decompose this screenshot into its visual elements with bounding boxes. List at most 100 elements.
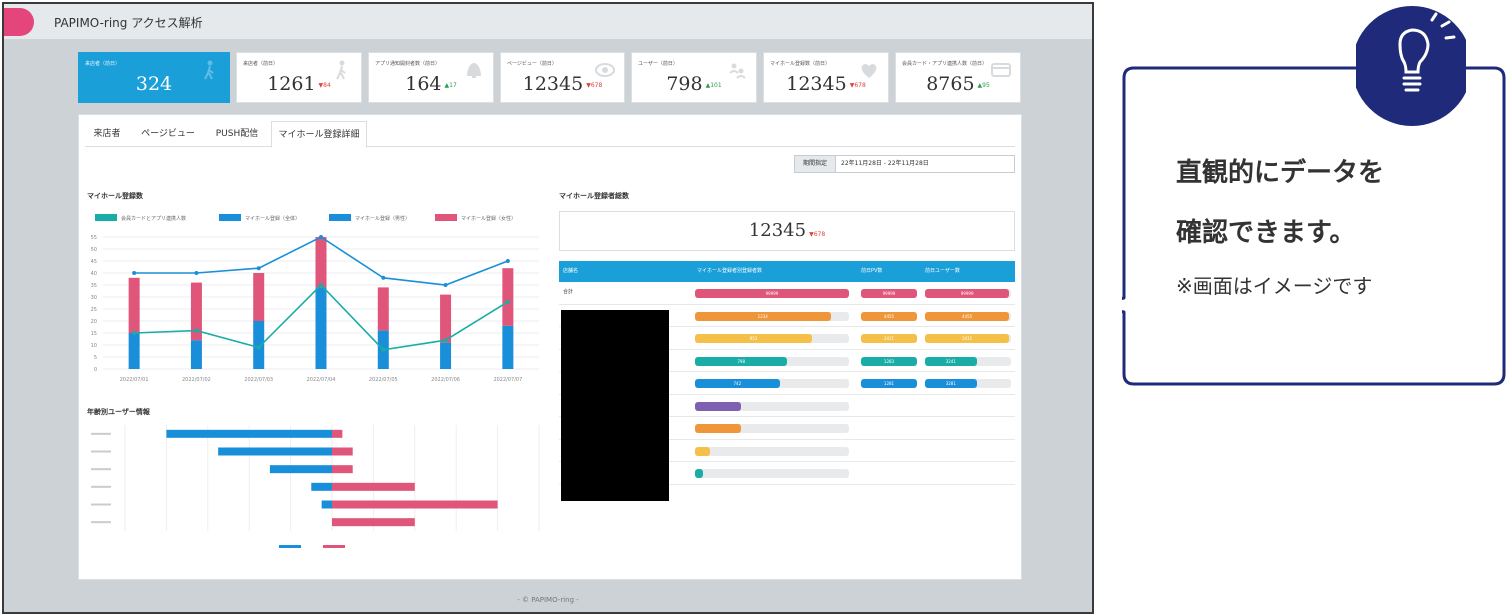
- users-bar: 3411: [925, 334, 1011, 343]
- stat-card[interactable]: 会員カード・アプリ連携人数（前日） 8765 ▲95: [895, 52, 1021, 103]
- callout-bubble: [1122, 66, 1506, 386]
- users-bar: 3241: [925, 356, 1011, 366]
- pv-bar-fill: 1281: [861, 379, 917, 388]
- series-point: [256, 345, 261, 350]
- bar-female: [332, 429, 343, 438]
- bar-female: [377, 287, 389, 331]
- tab-visitors[interactable]: 来店者: [93, 129, 121, 139]
- table-row[interactable]: 953 3411 3411: [559, 327, 1015, 350]
- bar-male: [502, 325, 514, 369]
- stat-card[interactable]: 来店者（前日） 1261 ▼84: [236, 52, 362, 103]
- pv-bar-value: 3411: [883, 336, 895, 341]
- legend-swatch-female: [323, 545, 345, 548]
- registration-bar-value: 742: [733, 381, 742, 386]
- bar-female: [128, 277, 140, 333]
- date-range-input[interactable]: 22年11月28日 - 22年11月28日: [835, 155, 1015, 173]
- pv-bar: 4455: [861, 311, 917, 321]
- main-panel: 来店者 ページビュー PUSH配信 マイホール登録詳細 期間指定 22年11月2…: [78, 114, 1022, 580]
- age-chart: [91, 425, 540, 548]
- stat-card[interactable]: アプリ通知開封者数（前日） 164 ▲17: [368, 52, 494, 103]
- callout-line-1: 直観的にデータを: [1176, 158, 1385, 188]
- stat-card[interactable]: 来店者（前日） 324: [78, 52, 230, 103]
- legend-swatch: [95, 214, 117, 221]
- age-band-label-placeholder: [91, 468, 111, 471]
- stat-diff: ▼678: [849, 81, 866, 89]
- table-row[interactable]: 合計 99999 99999 99999: [559, 282, 1015, 305]
- series-point: [443, 338, 448, 343]
- title-bar: PAPIMO-ring アクセス解析: [4, 4, 1092, 40]
- legend-label: マイホール登録（女性）: [461, 215, 516, 222]
- table-header: 店舗名 マイホール登録者別登録者数 前日PV数 前日ユーザー数: [559, 261, 1015, 282]
- th-pv: 前日PV数: [861, 268, 883, 274]
- age-band-label-placeholder: [91, 432, 111, 435]
- users-bar-value: 3281: [945, 381, 956, 386]
- table-row[interactable]: 798 1283 3241: [559, 350, 1015, 372]
- pv-bar-fill: 1283: [861, 356, 917, 366]
- series-point: [319, 283, 323, 287]
- tab-push[interactable]: PUSH配信: [215, 129, 259, 139]
- stat-card[interactable]: マイホール登録数（前日） 12345 ▼678: [763, 52, 889, 103]
- bar-female: [332, 447, 353, 456]
- pv-bar: 3411: [861, 334, 917, 343]
- total-box: 12345 ▼678: [559, 211, 1015, 251]
- age-chart-title: 年齢別ユーザー情報: [87, 408, 150, 416]
- x-tick-label: 2022/07/07: [493, 377, 522, 383]
- bell-icon: [466, 62, 482, 78]
- pv-bar-fill: 3411: [861, 334, 917, 343]
- callout-line-2: 確認できます。: [1176, 218, 1356, 248]
- registration-bar: [695, 424, 849, 433]
- series-point: [443, 283, 448, 287]
- tab-myhall-detail[interactable]: マイホール登録詳細: [271, 121, 367, 148]
- th-registrations: マイホール登録者別登録者数: [697, 268, 763, 274]
- pv-bar: 1283: [861, 356, 917, 366]
- stat-value: 1261 ▼84: [267, 73, 331, 95]
- table-row[interactable]: [559, 462, 1015, 485]
- users-bar-value: 3411: [962, 336, 973, 341]
- tab-pageview[interactable]: ページビュー: [141, 129, 195, 139]
- store-table: 店舗名 マイホール登録者別登録者数 前日PV数 前日ユーザー数 合計 99999 9…: [559, 261, 1015, 485]
- registration-bar-fill: [695, 424, 742, 433]
- table-row[interactable]: 742 1281 3281: [559, 372, 1015, 395]
- registration-bar: 798: [695, 356, 849, 366]
- stat-card[interactable]: ユーザー（前日） 798 ▲101: [631, 52, 757, 103]
- stat-diff: ▲17: [444, 81, 457, 89]
- registration-bar-fill: [695, 446, 711, 456]
- stat-value: 164 ▲17: [405, 73, 457, 95]
- tab-bar: 来店者 ページビュー PUSH配信 マイホール登録詳細: [85, 121, 1015, 148]
- table-row[interactable]: 1234 4455 4455: [559, 305, 1015, 327]
- stat-label: マイホール登録数（前日）: [770, 61, 831, 67]
- users-bar: 4455: [925, 311, 1011, 321]
- callout-note: ※画面はイメージです: [1176, 274, 1373, 298]
- bar-male: [166, 429, 332, 438]
- users-bar-fill: 4455: [925, 311, 1010, 321]
- stat-value: 12345 ▼678: [786, 73, 866, 95]
- users-bar: 3281: [925, 379, 1011, 388]
- table-row[interactable]: [559, 395, 1015, 417]
- registration-bar-fill: 99999: [695, 289, 849, 298]
- x-tick-label: 2022/07/03: [244, 377, 273, 383]
- y-tick-label: 45: [91, 259, 97, 265]
- stat-label: アプリ通知開封者数（前日）: [375, 61, 441, 67]
- bar-female: [440, 294, 452, 343]
- legend-label: 会員カードとアプリ連携人数: [121, 215, 186, 222]
- registration-bar-fill: 798: [695, 356, 788, 366]
- table-row[interactable]: [559, 417, 1015, 440]
- age-band-label-placeholder: [91, 521, 111, 524]
- age-band-label-placeholder: [91, 503, 111, 506]
- stat-card[interactable]: ページビュー（前日） 12345 ▼678: [500, 52, 625, 103]
- stat-label: 来店者（前日）: [85, 61, 121, 67]
- registration-bar: 742: [695, 379, 849, 388]
- registration-bar-fill: [695, 401, 742, 411]
- pv-bar-value: 4455: [883, 313, 895, 319]
- x-tick-label: 2022/07/01: [120, 377, 149, 383]
- registration-bar: 953: [695, 334, 849, 343]
- registration-bar-fill: 1234: [695, 311, 831, 321]
- users-bar-value: 4455: [962, 313, 973, 319]
- pv-bar: 99999: [861, 289, 917, 298]
- table-row[interactable]: [559, 440, 1015, 462]
- users-bar-fill: 3281: [925, 379, 977, 388]
- legend-label: マイホール登録（全体）: [245, 215, 300, 222]
- registration-bar-fill: 742: [695, 379, 780, 388]
- total-title: マイホール登録者総数: [559, 192, 629, 200]
- legend-swatch: [219, 214, 241, 221]
